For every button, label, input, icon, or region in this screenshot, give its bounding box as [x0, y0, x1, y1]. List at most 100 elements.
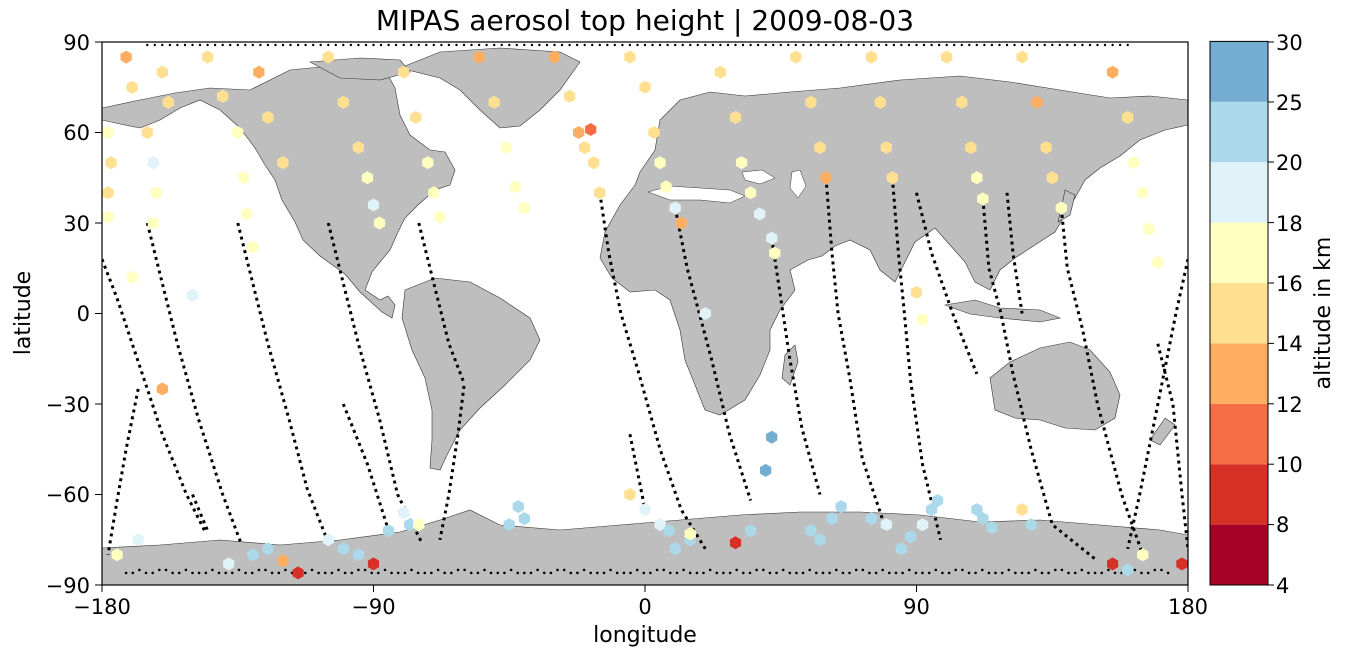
- track-dot: [549, 571, 553, 575]
- aerosol-point: [337, 542, 349, 556]
- colorbar-segment: [1210, 343, 1268, 404]
- aerosol-point: [588, 156, 600, 170]
- track-dot: [704, 43, 707, 47]
- track-dot: [613, 43, 616, 47]
- track-dot: [643, 43, 647, 47]
- track-dot: [824, 43, 828, 47]
- track-dot: [1087, 571, 1090, 575]
- aerosol-point: [639, 80, 651, 94]
- aerosol-point: [156, 382, 168, 396]
- aerosol-point: [367, 198, 380, 212]
- track-dot: [715, 571, 719, 575]
- track-dot: [808, 568, 811, 572]
- track-dot: [562, 568, 566, 572]
- track-dot: [183, 43, 187, 47]
- track-dot: [719, 43, 722, 47]
- track-dot: [981, 568, 984, 572]
- track-dot: [536, 568, 539, 572]
- track-dot: [250, 571, 254, 575]
- colorbar-tick-label: 8: [1276, 513, 1289, 537]
- aerosol-point: [814, 533, 826, 547]
- aerosol-point: [262, 110, 274, 124]
- orbit-track: [628, 433, 647, 510]
- track-dot: [960, 43, 963, 47]
- track-dot: [870, 43, 873, 47]
- track-dot: [815, 571, 818, 575]
- aerosol-point: [1025, 518, 1037, 532]
- track-dot: [171, 571, 174, 575]
- track-dot: [922, 43, 926, 47]
- track-dot: [363, 568, 367, 572]
- track-dot: [1005, 43, 1009, 47]
- track-dot: [390, 571, 393, 575]
- orbit-track: [1126, 258, 1188, 550]
- track-dot: [711, 43, 715, 47]
- aerosol-point: [102, 126, 114, 139]
- track-dot: [483, 568, 486, 572]
- track-dot: [383, 568, 387, 572]
- aerosol-point: [322, 533, 334, 547]
- aerosol-point: [105, 156, 117, 170]
- aerosol-point: [232, 126, 244, 139]
- track-dot: [515, 43, 518, 47]
- track-dot: [259, 43, 262, 47]
- track-dot: [138, 568, 141, 572]
- orbit-track: [981, 198, 1099, 563]
- track-dot: [930, 43, 933, 47]
- orbit-track: [145, 222, 243, 544]
- track-dot: [151, 571, 154, 575]
- track-dot: [772, 43, 775, 47]
- aerosol-point: [120, 50, 132, 64]
- aerosol-point: [1107, 557, 1119, 571]
- track-dot: [1051, 43, 1054, 47]
- track-dot: [197, 571, 201, 575]
- aerosol-point: [141, 126, 153, 139]
- aerosol-point: [835, 500, 847, 514]
- track-dot: [1034, 568, 1037, 572]
- track-dot: [861, 568, 865, 572]
- landmass-australia: [989, 341, 1121, 431]
- track-dot: [317, 571, 320, 575]
- orbit-track: [890, 177, 943, 541]
- x-tick-label: 0: [638, 595, 651, 619]
- track-dot: [164, 568, 168, 572]
- aerosol-point: [1122, 563, 1134, 577]
- sea-caspian: [789, 169, 807, 199]
- track-dot: [666, 43, 669, 47]
- track-dot: [289, 43, 292, 47]
- aerosol-point: [509, 180, 521, 194]
- aerosol-point: [202, 50, 214, 64]
- track-dot: [237, 568, 241, 572]
- track-dot: [1007, 568, 1011, 572]
- track-dot: [364, 43, 368, 47]
- track-dot: [191, 571, 194, 575]
- track-dot: [953, 43, 956, 47]
- orbit-track: [1156, 343, 1188, 549]
- aerosol-point: [147, 156, 159, 170]
- track-dot: [489, 571, 493, 575]
- aerosol-point: [675, 216, 687, 230]
- colorbar-label: altitude in km: [1311, 237, 1336, 390]
- track-dot: [669, 571, 672, 575]
- track-dot: [748, 571, 752, 575]
- track-dot: [576, 571, 579, 575]
- track-dot: [417, 43, 420, 47]
- x-axis: −180 −90 0 90 180 longitude: [73, 585, 1208, 648]
- aerosol-point: [488, 95, 500, 109]
- aerosol-point: [639, 503, 651, 517]
- track-dot: [416, 571, 420, 575]
- track-dot: [343, 571, 347, 575]
- track-dot: [323, 571, 327, 575]
- track-dot: [1133, 568, 1137, 572]
- track-dot: [1047, 571, 1050, 575]
- colorbar-tick-label: 16: [1276, 272, 1303, 296]
- aerosol-point: [754, 207, 766, 221]
- aerosol-point: [904, 530, 917, 544]
- track-dot: [553, 43, 556, 47]
- colorbar-segment: [1210, 464, 1268, 525]
- aerosol-point: [932, 494, 944, 507]
- track-dot: [1013, 43, 1016, 47]
- track-dot: [244, 571, 247, 575]
- aerosol-point: [398, 506, 410, 520]
- track-dot: [1118, 43, 1122, 47]
